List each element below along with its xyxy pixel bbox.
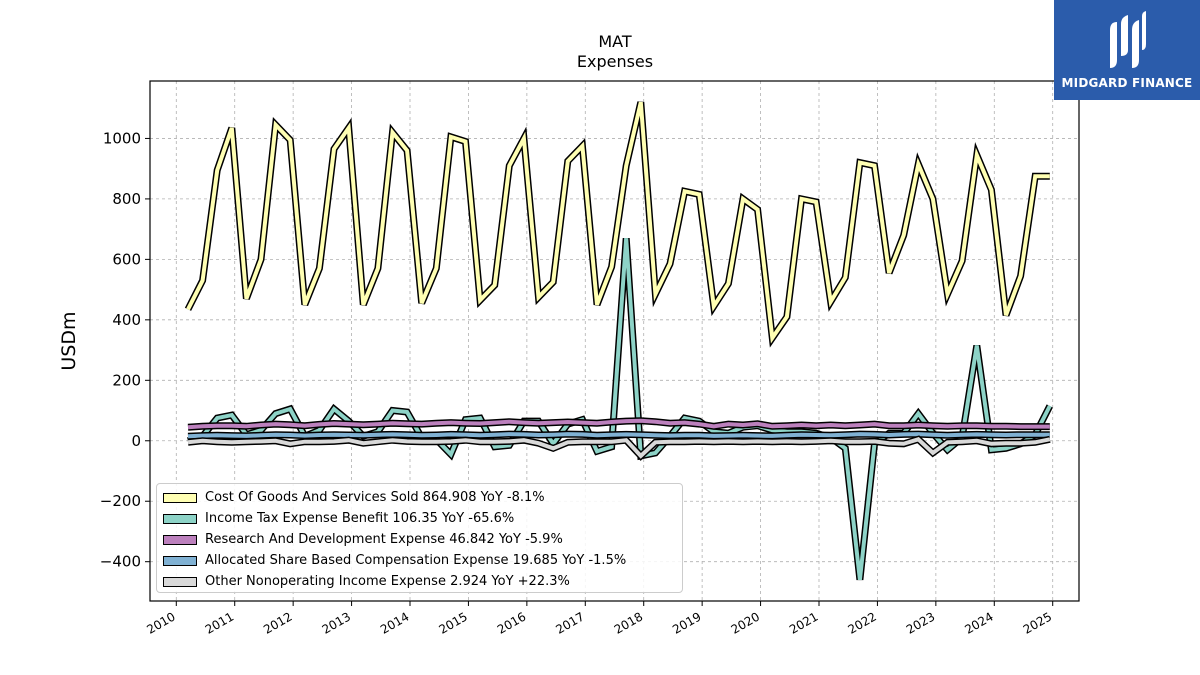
x-tick-label: 2014 (378, 609, 411, 636)
x-tick-label: 2022 (845, 609, 878, 636)
legend-swatch-other-nonop (163, 576, 197, 587)
series-path (187, 418, 1050, 430)
y-tick-label: 1000 (103, 129, 141, 147)
x-tick-label: 2017 (553, 609, 586, 636)
legend-item: Research And Development Expense 46.842 … (163, 529, 676, 550)
y-tick-label: −200 (100, 492, 141, 510)
logo-text: MIDGARD FINANCE (1061, 76, 1193, 90)
x-tick-label: 2016 (495, 609, 528, 636)
legend-label: Research And Development Expense 46.842 … (205, 532, 563, 547)
series-line-3 (187, 430, 1050, 440)
legend-swatch-cogs (163, 492, 197, 503)
x-tick-label: 2010 (144, 609, 177, 636)
legend-label: Other Nonoperating Income Expense 2.924 … (205, 574, 570, 589)
y-tick-label: −400 (100, 553, 141, 571)
x-tick-label: 2020 (729, 609, 762, 636)
y-axis-label: USDm (58, 311, 80, 370)
midgard-logo-icon (1110, 11, 1146, 68)
y-tick-label: 600 (112, 250, 141, 268)
legend-swatch-rnd (163, 534, 197, 545)
series-line-2 (187, 417, 1050, 431)
y-tick-label: 200 (112, 371, 141, 389)
chart-legend: Cost Of Goods And Services Sold 864.908 … (156, 483, 683, 593)
brand-logo: MIDGARD FINANCE (1054, 0, 1200, 100)
x-tick-label: 2018 (612, 609, 645, 636)
legend-label: Allocated Share Based Compensation Expen… (205, 553, 627, 568)
series-line-0 (184, 101, 1050, 348)
series-path (187, 238, 1052, 581)
legend-label: Income Tax Expense Benefit 106.35 YoY -6… (205, 511, 515, 526)
legend-swatch-income-tax (163, 513, 197, 524)
x-tick-label: 2024 (962, 609, 995, 636)
y-tick-label: 800 (112, 190, 141, 208)
x-tick-label: 2021 (787, 609, 820, 636)
series-line-4 (187, 435, 1051, 461)
legend-item: Allocated Share Based Compensation Expen… (163, 550, 676, 571)
legend-label: Cost Of Goods And Services Sold 864.908 … (205, 490, 545, 505)
series-path (187, 432, 1050, 439)
x-tick-label: 2015 (436, 609, 469, 636)
legend-item: Other Nonoperating Income Expense 2.924 … (163, 571, 676, 592)
plot-frame (149, 80, 1080, 602)
y-tick-label: 0 (131, 432, 141, 450)
x-tick-label: 2011 (203, 609, 236, 636)
x-tick-label: 2023 (904, 609, 937, 636)
x-tick-label: 2012 (261, 609, 294, 636)
series-line-1 (186, 237, 1053, 581)
series-path (186, 101, 1050, 344)
series-path (187, 437, 1051, 459)
legend-item: Income Tax Expense Benefit 106.35 YoY -6… (163, 508, 676, 529)
chart-title: MAT (598, 32, 632, 51)
legend-item: Cost Of Goods And Services Sold 864.908 … (163, 487, 676, 508)
x-tick-label: 2025 (1021, 609, 1054, 636)
legend-swatch-share-comp (163, 555, 197, 566)
chart-subtitle: Expenses (577, 52, 653, 71)
x-tick-label: 2013 (320, 609, 353, 636)
x-tick-label: 2019 (670, 609, 703, 636)
y-tick-label: 400 (112, 311, 141, 329)
series-layer (184, 101, 1053, 581)
